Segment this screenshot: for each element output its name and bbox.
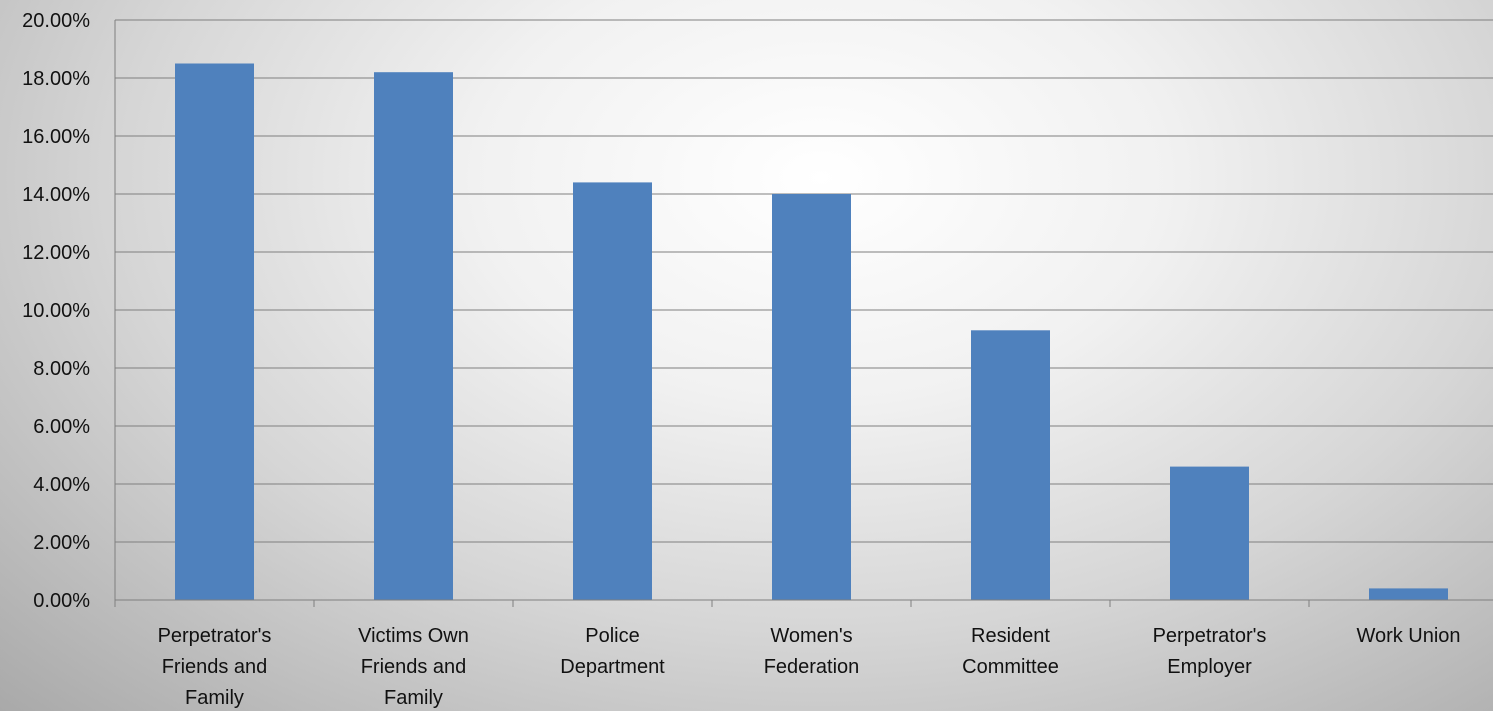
y-tick-label: 4.00% <box>33 474 90 496</box>
x-category-label: Police Department <box>560 625 665 678</box>
x-category-label: Work Union <box>1356 625 1460 647</box>
y-tick-label: 20.00% <box>22 10 90 32</box>
bar <box>573 182 652 600</box>
y-tick-label: 12.00% <box>22 242 90 264</box>
bar <box>175 63 254 600</box>
bars <box>175 63 1448 600</box>
y-tick-label: 8.00% <box>33 358 90 380</box>
x-category-label: Resident Committee <box>962 625 1059 678</box>
bar <box>1369 588 1448 600</box>
bar <box>374 72 453 600</box>
y-tick-label: 10.00% <box>22 300 90 322</box>
x-category-label: Victims Own Friends and Family <box>358 625 469 709</box>
bar <box>772 194 851 600</box>
x-axis: Perpetrator's Friends and Family Victims Ow… <box>114 599 1493 709</box>
y-tick-label: 14.00% <box>22 184 90 206</box>
y-axis: 0.00% 2.00% 4.00% 6.00% 8.00% 10.00% 12.00% 14.… <box>22 10 116 612</box>
bar <box>971 330 1050 600</box>
x-category-label: Women's Federation <box>764 625 860 678</box>
x-category-label: Perpetrator's Friends and Family <box>158 625 272 709</box>
y-tick-label: 18.00% <box>22 68 90 90</box>
y-tick-label: 6.00% <box>33 416 90 438</box>
y-tick-label: 2.00% <box>33 532 90 554</box>
y-tick-label: 16.00% <box>22 126 90 148</box>
y-tick-label: 0.00% <box>33 590 90 612</box>
bar <box>1170 466 1249 600</box>
x-category-label: Perpetrator's Employer <box>1153 625 1267 678</box>
